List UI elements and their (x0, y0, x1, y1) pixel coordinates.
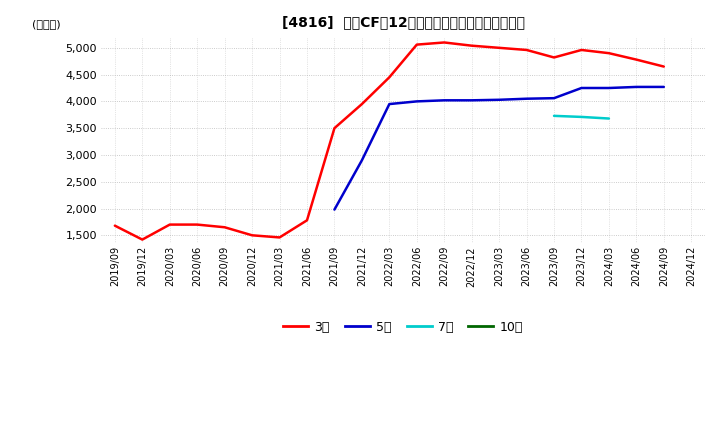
5年 (385, 102, 394, 107)
3年 (358, 102, 366, 107)
7年 (605, 116, 613, 121)
3年 (302, 218, 311, 223)
5年 (440, 98, 449, 103)
5年 (549, 95, 558, 101)
3年 (220, 225, 229, 230)
Y-axis label: (百万円): (百万円) (32, 19, 61, 29)
5年 (577, 85, 586, 91)
3年 (522, 48, 531, 53)
5年 (522, 96, 531, 101)
3年 (440, 40, 449, 45)
5年 (605, 85, 613, 91)
3年 (193, 222, 202, 227)
3年 (385, 75, 394, 80)
Line: 3年: 3年 (115, 43, 664, 240)
3年 (248, 233, 256, 238)
7年 (577, 114, 586, 120)
3年 (330, 125, 339, 131)
Title: [4816]  投賄CFだ12か月移動合計の標準偏差の推移: [4816] 投賄CFだ12か月移動合計の標準偏差の推移 (282, 15, 525, 29)
7年 (549, 113, 558, 118)
3年 (549, 55, 558, 60)
5年 (660, 84, 668, 90)
5年 (467, 98, 476, 103)
5年 (495, 97, 503, 103)
3年 (632, 57, 641, 62)
3年 (111, 223, 120, 228)
3年 (275, 235, 284, 240)
3年 (605, 51, 613, 56)
Line: 7年: 7年 (554, 116, 609, 118)
3年 (413, 42, 421, 47)
Legend: 3年, 5年, 7年, 10年: 3年, 5年, 7年, 10年 (278, 315, 528, 338)
5年 (330, 207, 339, 212)
3年 (467, 43, 476, 48)
3年 (577, 48, 586, 53)
3年 (166, 222, 174, 227)
3年 (495, 45, 503, 51)
3年 (660, 64, 668, 69)
Line: 5年: 5年 (335, 87, 664, 209)
5年 (358, 158, 366, 163)
5年 (413, 99, 421, 104)
3年 (138, 237, 147, 242)
5年 (632, 84, 641, 90)
